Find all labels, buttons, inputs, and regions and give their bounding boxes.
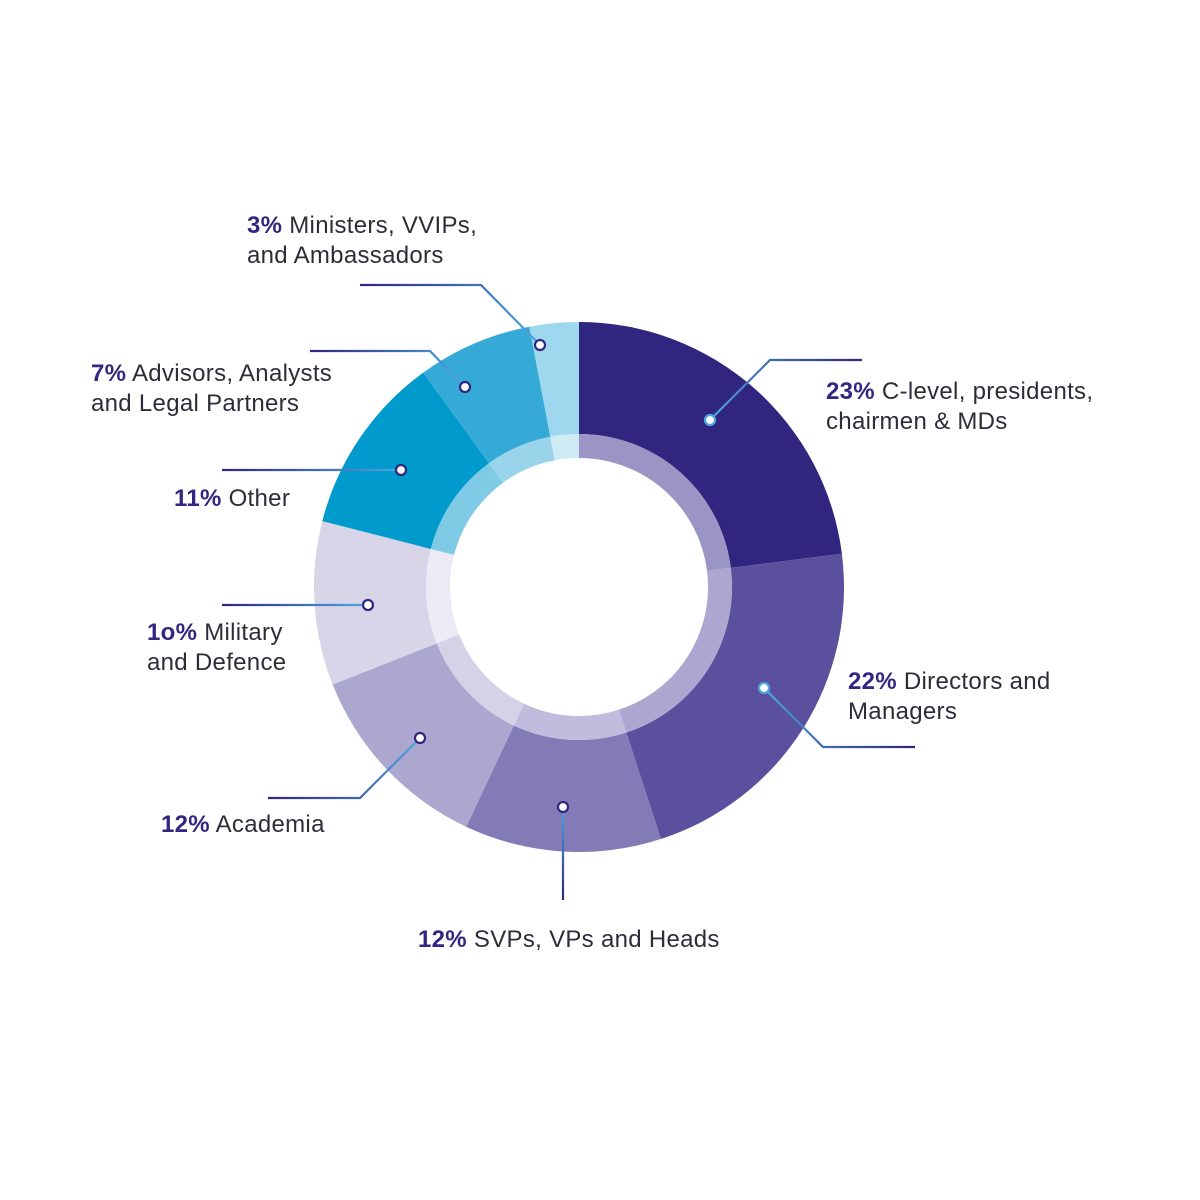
label-academia-percent: 12% bbox=[161, 811, 210, 838]
chart-slices bbox=[314, 322, 845, 852]
label-directors: 22% Directors and Managers bbox=[848, 667, 1051, 727]
leader-marker-7 bbox=[533, 338, 547, 352]
label-c-level-text-1: C-level, presidents, bbox=[881, 378, 1094, 405]
label-svps-text-1: SVPs, VPs and Heads bbox=[473, 926, 720, 953]
label-advisors: 7% Advisors, Analysts and Legal Partners bbox=[91, 359, 332, 419]
leader-line-7 bbox=[360, 283, 541, 346]
label-advisors-text-2: and Legal Partners bbox=[91, 390, 300, 417]
slice-inner-3 bbox=[436, 634, 525, 726]
label-other-text-1: Other bbox=[228, 485, 291, 512]
leader-line-1 bbox=[763, 687, 915, 749]
label-c-level-text-2: chairmen & MDs bbox=[826, 408, 1008, 435]
slice-inner-6 bbox=[489, 436, 555, 483]
slice-inner-7 bbox=[550, 434, 579, 461]
leader-marker-6 bbox=[458, 380, 472, 394]
leader-marker-4 bbox=[361, 598, 375, 612]
label-directors-percent: 22% bbox=[848, 668, 897, 695]
leader-marker-5 bbox=[394, 463, 408, 477]
slice-inner-5 bbox=[430, 463, 504, 555]
slice-inner-1 bbox=[618, 567, 733, 733]
leader-line-6 bbox=[310, 349, 466, 388]
label-military: 1o% Military and Defence bbox=[147, 618, 286, 678]
leader-line-3 bbox=[268, 737, 421, 800]
label-svps-percent: 12% bbox=[418, 926, 467, 953]
leader-marker-1 bbox=[757, 681, 771, 695]
slice-6 bbox=[423, 326, 551, 464]
label-academia-text-1: Academia bbox=[215, 811, 325, 838]
label-other: 11% Other bbox=[174, 484, 290, 514]
label-ministers-text-1: Ministers, VVIPs, bbox=[289, 212, 478, 239]
leader-marker-2 bbox=[556, 800, 570, 814]
label-c-level-percent: 23% bbox=[826, 378, 875, 405]
slice-inner-0 bbox=[579, 434, 731, 571]
slice-0 bbox=[579, 322, 842, 568]
label-advisors-text-1: Advisors, Analysts bbox=[131, 360, 333, 387]
label-ministers-text-2: and Ambassadors bbox=[247, 242, 444, 269]
slice-2 bbox=[466, 725, 661, 852]
label-ministers-percent: 3% bbox=[247, 212, 283, 239]
leader-lines bbox=[222, 283, 915, 900]
slice-1 bbox=[626, 553, 845, 840]
leader-marker-3 bbox=[413, 731, 427, 745]
slice-4 bbox=[314, 521, 437, 685]
label-svps: 12% SVPs, VPs and Heads bbox=[418, 925, 720, 955]
label-c-level: 23% C-level, presidents, chairmen & MDs bbox=[826, 377, 1093, 437]
slice-inner-4 bbox=[426, 548, 460, 644]
label-military-text-1: Military bbox=[204, 619, 283, 646]
label-academia: 12% Academia bbox=[161, 810, 325, 840]
label-other-percent: 11% bbox=[174, 485, 222, 512]
leader-line-0 bbox=[709, 358, 862, 421]
label-advisors-percent: 7% bbox=[91, 360, 127, 387]
leader-marker-0 bbox=[703, 413, 717, 427]
slice-5 bbox=[322, 372, 490, 549]
label-directors-text-2: Managers bbox=[848, 698, 958, 725]
label-directors-text-1: Directors and bbox=[903, 668, 1051, 695]
label-ministers: 3% Ministers, VVIPs, and Ambassadors bbox=[247, 211, 477, 271]
label-military-percent: 1o% bbox=[147, 619, 198, 646]
label-military-text-2: and Defence bbox=[147, 649, 287, 676]
slice-inner-2 bbox=[513, 703, 627, 740]
